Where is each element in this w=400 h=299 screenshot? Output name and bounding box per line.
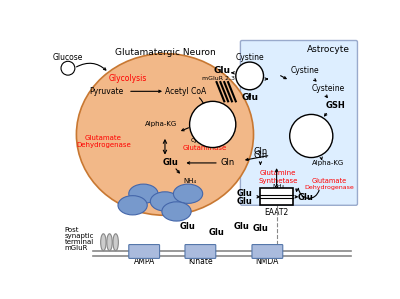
Text: Cycle: Cycle — [302, 138, 321, 144]
Ellipse shape — [113, 234, 118, 251]
Text: Glutaminase: Glutaminase — [183, 144, 227, 150]
Text: Astrocyte: Astrocyte — [307, 45, 350, 54]
Text: Glu: Glu — [237, 197, 253, 206]
Text: Glu: Glu — [241, 93, 258, 102]
Text: Cystine: Cystine — [291, 66, 320, 75]
Text: Glu: Glu — [214, 66, 230, 75]
Circle shape — [61, 61, 75, 75]
Text: Glu: Glu — [209, 228, 224, 237]
Text: Synthetase: Synthetase — [258, 178, 298, 184]
Text: Glu: Glu — [137, 191, 150, 197]
Text: Gln: Gln — [253, 147, 268, 156]
Text: Cystine: Cystine — [235, 53, 264, 62]
Text: Kinate: Kinate — [188, 257, 213, 266]
Ellipse shape — [129, 184, 158, 203]
Ellipse shape — [118, 196, 147, 215]
Text: TCA: TCA — [205, 118, 220, 126]
Text: Glu: Glu — [252, 224, 268, 233]
Ellipse shape — [107, 234, 112, 251]
Circle shape — [290, 115, 333, 158]
Text: mGluR: mGluR — [65, 245, 88, 251]
Text: Glu: Glu — [237, 189, 253, 198]
Text: GSH: GSH — [326, 101, 346, 110]
Text: mGluR 2,3: mGluR 2,3 — [202, 76, 235, 81]
Text: TCA: TCA — [304, 131, 318, 137]
Text: Glu: Glu — [297, 193, 313, 202]
Text: Glutamatergic Neuron: Glutamatergic Neuron — [114, 48, 215, 57]
Text: Glu: Glu — [158, 199, 172, 205]
Text: Gln: Gln — [221, 158, 235, 167]
Text: NMDA: NMDA — [256, 257, 279, 266]
FancyBboxPatch shape — [252, 245, 283, 258]
Text: Glutamate: Glutamate — [312, 178, 347, 184]
Text: Cysteine: Cysteine — [312, 84, 345, 93]
Text: Glycolysis: Glycolysis — [109, 74, 147, 83]
Text: Post: Post — [65, 227, 79, 233]
Ellipse shape — [174, 184, 203, 203]
Text: Gln: Gln — [253, 151, 268, 160]
FancyBboxPatch shape — [185, 245, 216, 258]
Text: Alpha-KG: Alpha-KG — [145, 121, 177, 127]
Text: cysteine: cysteine — [191, 137, 219, 143]
Text: Glu: Glu — [170, 208, 183, 214]
Text: terminal: terminal — [65, 239, 94, 245]
Ellipse shape — [76, 54, 254, 215]
Text: Dehydrogenase: Dehydrogenase — [305, 185, 355, 190]
Text: synaptic: synaptic — [65, 233, 94, 239]
Text: EAAT2: EAAT2 — [264, 208, 289, 217]
Text: Acetyl CoA: Acetyl CoA — [165, 87, 206, 96]
Text: AMPA: AMPA — [134, 257, 155, 266]
Text: NH₄: NH₄ — [183, 178, 196, 184]
Text: Glutamine: Glutamine — [260, 170, 296, 176]
Text: Glu: Glu — [234, 222, 250, 231]
Text: Glu: Glu — [162, 158, 178, 167]
Text: Glu: Glu — [180, 222, 196, 231]
Text: Alpha-KG: Alpha-KG — [312, 160, 344, 166]
Ellipse shape — [162, 202, 191, 221]
Ellipse shape — [101, 234, 106, 251]
FancyBboxPatch shape — [240, 40, 358, 205]
Text: NH₄: NH₄ — [272, 184, 284, 189]
Ellipse shape — [150, 192, 180, 211]
Text: Glucose: Glucose — [53, 53, 83, 62]
Text: Glutamate: Glutamate — [85, 135, 122, 141]
Text: Glu: Glu — [182, 191, 195, 197]
Circle shape — [190, 101, 236, 147]
FancyBboxPatch shape — [129, 245, 160, 258]
Text: Pyruvate: Pyruvate — [89, 87, 124, 96]
Text: Glu: Glu — [126, 202, 139, 208]
FancyBboxPatch shape — [260, 188, 293, 205]
Text: Cycle: Cycle — [202, 125, 223, 134]
Text: Dehydrogenase: Dehydrogenase — [76, 142, 131, 148]
Circle shape — [236, 62, 264, 90]
